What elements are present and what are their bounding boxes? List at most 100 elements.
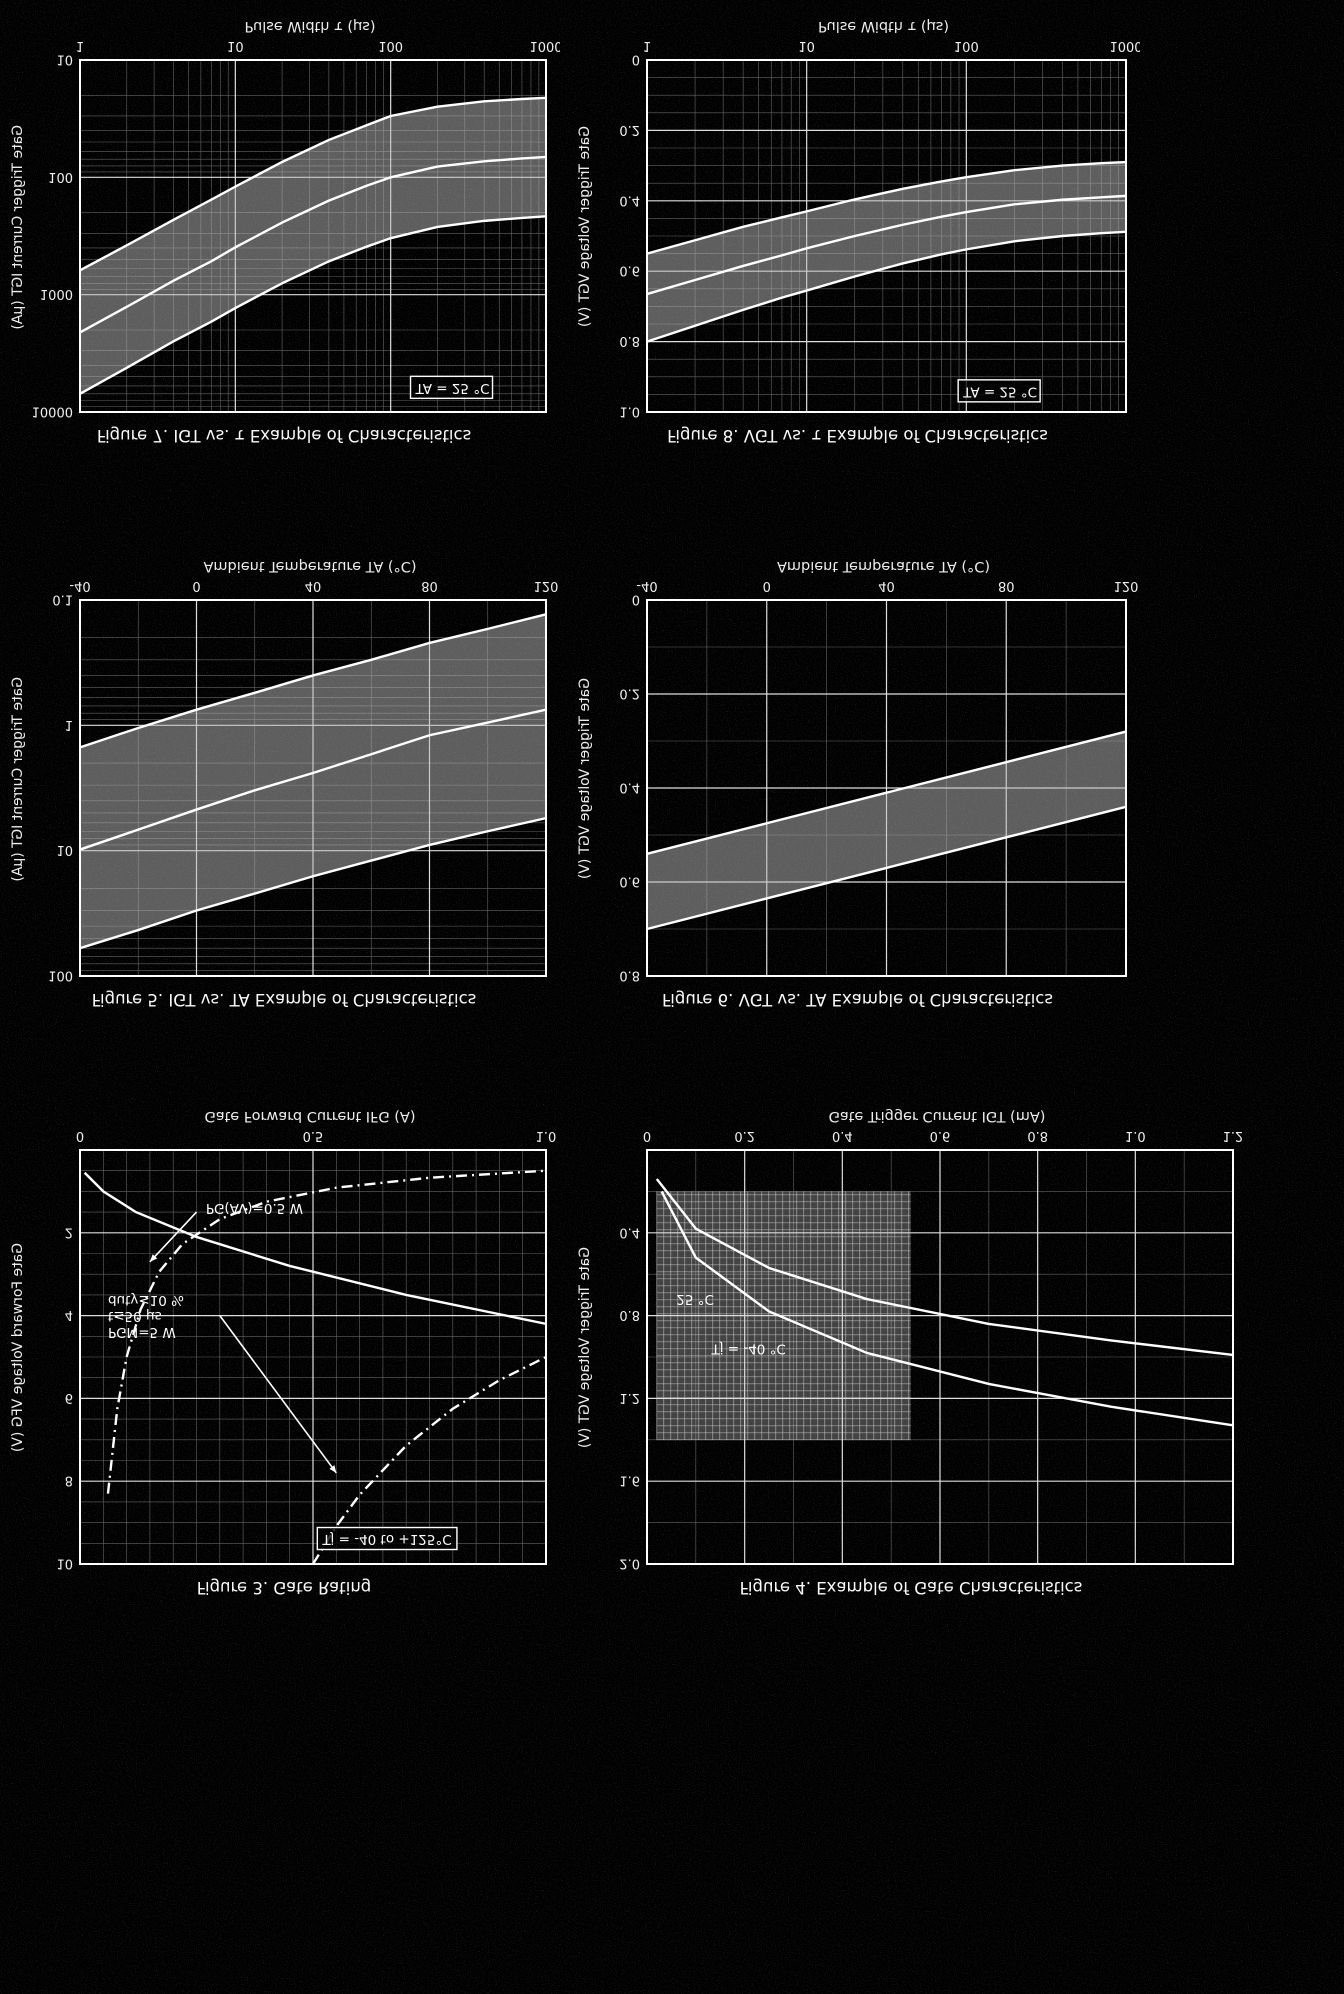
figure-8-block: Figure 8. VGT vs. τ Example of Character… — [575, 10, 1140, 448]
svg-text:0: 0 — [192, 578, 200, 593]
figure-4-block: Figure 4. Example of Gate Characteristic… — [575, 1100, 1247, 1600]
svg-text:0.8: 0.8 — [1027, 1128, 1048, 1143]
svg-text:0.2: 0.2 — [619, 122, 640, 137]
svg-text:10: 10 — [56, 842, 73, 857]
svg-text:0: 0 — [76, 1128, 84, 1143]
figure-7-block: Figure 7. IGT vs. τ Example of Character… — [8, 10, 560, 448]
figure-4-plot: 0 0.2 0.4 0.6 0.8 1.0 1.2 0.4 0.8 1.2 1.6 2.0 25 °C T… — [619, 1128, 1244, 1571]
svg-text:1.0: 1.0 — [619, 404, 640, 419]
figure-6-x-axis-label: Ambient Temperature TA (°C) — [776, 558, 991, 574]
svg-text:0.4: 0.4 — [619, 780, 640, 795]
svg-text:0: 0 — [632, 592, 640, 607]
svg-text:0.6: 0.6 — [619, 263, 640, 278]
svg-text:TA = 25 °C: TA = 25 °C — [962, 383, 1037, 399]
figure-5-caption: Figure 5. IGT vs. TA Example of Characte… — [91, 990, 477, 1009]
figure-7-y-axis-label: Gate Trigger Current IGT (μA) — [10, 124, 26, 330]
svg-text:120: 120 — [534, 578, 559, 593]
svg-text:6: 6 — [65, 1390, 73, 1405]
figure-7-plot-row: Gate Trigger Current IGT (μA) 1 10 100 1000… — [8, 34, 560, 420]
svg-text:10: 10 — [227, 38, 244, 53]
svg-text:0.4: 0.4 — [832, 1128, 853, 1143]
figure-6-block: Figure 6. VGT vs. TA Example of Characte… — [575, 550, 1140, 1012]
svg-text:40: 40 — [305, 578, 322, 593]
svg-text:0.4: 0.4 — [619, 192, 640, 207]
figure-6-plot-row: Gate Trigger Voltage VGT (V) -40 0 40 80 120… — [575, 574, 1140, 984]
figure-8-plot: 1 10 100 1000 0 0.2 0.4 0.6 0.8 1.0 TA = 25 °C — [619, 38, 1140, 419]
svg-text:10: 10 — [56, 52, 73, 67]
svg-text:1.0: 1.0 — [1125, 1128, 1146, 1143]
svg-text:10000: 10000 — [32, 404, 73, 419]
figure-8-x-axis-label: Pulse Width τ (μs) — [818, 18, 949, 34]
svg-text:2.0: 2.0 — [619, 1556, 640, 1571]
svg-text:1000: 1000 — [40, 286, 73, 301]
svg-text:25 °C: 25 °C — [676, 1291, 714, 1307]
svg-text:4: 4 — [65, 1307, 73, 1322]
figure-6-caption: Figure 6. VGT vs. TA Example of Characte… — [662, 990, 1053, 1009]
svg-text:0: 0 — [643, 1128, 651, 1143]
svg-text:120: 120 — [1114, 578, 1139, 593]
svg-text:0: 0 — [763, 578, 771, 593]
figure-6-y-axis-label: Gate Trigger Voltage VGT (V) — [577, 678, 593, 880]
figure-3-y-axis-label: Gate Forward Voltage VFG (V) — [10, 1243, 26, 1453]
svg-text:80: 80 — [998, 578, 1015, 593]
svg-text:0.5: 0.5 — [303, 1128, 324, 1143]
figure-4-caption: Figure 4. Example of Gate Characteristic… — [739, 1578, 1083, 1597]
svg-text:40: 40 — [878, 578, 895, 593]
svg-text:0.8: 0.8 — [619, 968, 640, 983]
svg-text:8: 8 — [65, 1473, 73, 1488]
svg-text:0.2: 0.2 — [619, 686, 640, 701]
svg-text:1.0: 1.0 — [536, 1128, 557, 1143]
svg-text:80: 80 — [421, 578, 438, 593]
figure-5-y-axis-label: Gate Trigger Current IGT (μA) — [10, 676, 26, 882]
svg-text:100: 100 — [48, 968, 73, 983]
figure-3-block: Figure 3. Gate Rating Gate Forward Volta… — [8, 1100, 560, 1600]
figure-8-y-axis-label: Gate Trigger Voltage VGT (V) — [577, 126, 593, 328]
figure-3-plot: 0 0.5 1.0 2 4 6 8 10 PG(AV)=0.5 W PGM=5 Wt≤50 μsd… — [56, 1128, 557, 1571]
svg-text:1: 1 — [65, 717, 73, 732]
svg-text:1: 1 — [643, 38, 651, 53]
svg-text:100: 100 — [48, 169, 73, 184]
svg-text:PGM=5 W: PGM=5 W — [108, 1324, 176, 1340]
svg-text:1.2: 1.2 — [1223, 1128, 1244, 1143]
figure-4-x-axis-label: Gate Trigger Current IGT (mA) — [828, 1108, 1046, 1124]
svg-text:PG(AV)=0.5 W: PG(AV)=0.5 W — [206, 1200, 303, 1216]
figure-4-y-axis-label: Gate Trigger Voltage VGT (V) — [577, 1247, 593, 1449]
svg-text:100: 100 — [954, 38, 979, 53]
svg-text:0.8: 0.8 — [619, 1307, 640, 1322]
svg-text:0.8: 0.8 — [619, 333, 640, 348]
figure-3-x-axis-label: Gate Forward Current IFG (A) — [204, 1108, 416, 1124]
svg-text:100: 100 — [378, 38, 403, 53]
svg-text:1.6: 1.6 — [619, 1473, 640, 1488]
svg-text:t≤50 μs: t≤50 μs — [108, 1308, 162, 1324]
figure-7-x-axis-label: Pulse Width τ (μs) — [244, 18, 376, 34]
svg-text:duty≤10 %: duty≤10 % — [108, 1292, 184, 1308]
svg-text:0: 0 — [632, 52, 640, 67]
figure-7-caption: Figure 7. IGT vs. τ Example of Character… — [96, 426, 472, 445]
svg-text:0.6: 0.6 — [619, 874, 640, 889]
figure-5-plot-row: Gate Trigger Current IGT (μA) -40 0 40 80 12… — [8, 574, 560, 984]
figure-3-caption: Figure 3. Gate Rating — [196, 1578, 372, 1597]
svg-text:10: 10 — [798, 38, 815, 53]
svg-text:Tj = -40 °C: Tj = -40 °C — [710, 1341, 785, 1357]
figure-8-plot-row: Gate Trigger Voltage VGT (V) 1 10 100 1000 0… — [575, 34, 1140, 420]
svg-text:2: 2 — [65, 1224, 73, 1239]
figure-5-block: Figure 5. IGT vs. TA Example of Characte… — [8, 550, 560, 1012]
svg-text:0.1: 0.1 — [52, 592, 73, 607]
figure-8-caption: Figure 8. VGT vs. τ Example of Character… — [667, 426, 1048, 445]
svg-text:1.2: 1.2 — [619, 1390, 640, 1405]
svg-text:10: 10 — [56, 1556, 73, 1571]
figure-4-plot-row: Gate Trigger Voltage VGT (V) 0 0.2 0.4 0.6 0… — [575, 1124, 1247, 1572]
svg-text:1: 1 — [76, 38, 84, 53]
svg-text:0.4: 0.4 — [619, 1224, 640, 1239]
svg-text:1000: 1000 — [1109, 38, 1140, 53]
figure-5-x-axis-label: Ambient Temperature TA (°C) — [203, 558, 417, 574]
svg-text:0.2: 0.2 — [734, 1128, 755, 1143]
svg-text:TA = 25 °C: TA = 25 °C — [415, 380, 490, 396]
svg-text:0.6: 0.6 — [930, 1128, 951, 1143]
svg-text:1000: 1000 — [529, 38, 560, 53]
svg-text:Tj = -40 to +125°C: Tj = -40 to +125°C — [321, 1531, 451, 1547]
